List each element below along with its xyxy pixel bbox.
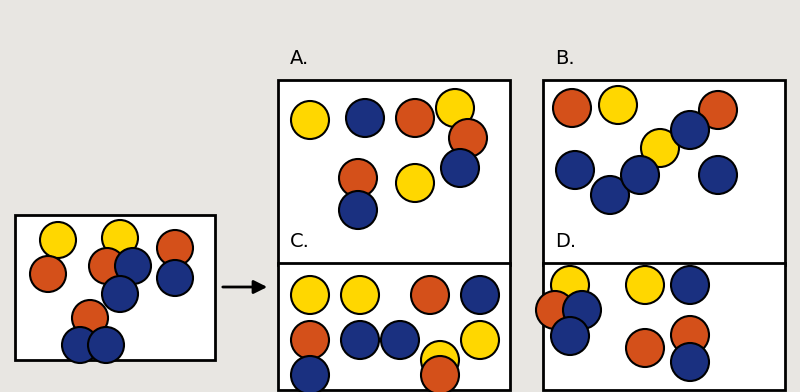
- Circle shape: [436, 89, 474, 127]
- Circle shape: [461, 321, 499, 359]
- Circle shape: [341, 321, 379, 359]
- Circle shape: [551, 266, 589, 304]
- Circle shape: [551, 317, 589, 355]
- Circle shape: [102, 276, 138, 312]
- Bar: [543, 80, 785, 265]
- Circle shape: [157, 230, 193, 266]
- Circle shape: [421, 341, 459, 379]
- Circle shape: [341, 276, 379, 314]
- Circle shape: [699, 91, 737, 129]
- Circle shape: [626, 329, 664, 367]
- Circle shape: [396, 99, 434, 137]
- Circle shape: [671, 266, 709, 304]
- Circle shape: [115, 248, 151, 284]
- Circle shape: [699, 156, 737, 194]
- Circle shape: [641, 129, 679, 167]
- Circle shape: [671, 316, 709, 354]
- Circle shape: [339, 191, 377, 229]
- Circle shape: [40, 222, 76, 258]
- Circle shape: [441, 149, 479, 187]
- Circle shape: [30, 256, 66, 292]
- Circle shape: [626, 266, 664, 304]
- Circle shape: [449, 119, 487, 157]
- Circle shape: [157, 260, 193, 296]
- Circle shape: [671, 111, 709, 149]
- Circle shape: [102, 220, 138, 256]
- Circle shape: [72, 300, 108, 336]
- Bar: [543, 263, 785, 390]
- Circle shape: [291, 101, 329, 139]
- Circle shape: [621, 156, 659, 194]
- Bar: [278, 80, 510, 265]
- Text: C.: C.: [290, 232, 310, 251]
- Circle shape: [591, 176, 629, 214]
- Circle shape: [671, 343, 709, 381]
- Circle shape: [421, 356, 459, 392]
- Text: B.: B.: [555, 49, 574, 68]
- Circle shape: [62, 327, 98, 363]
- Circle shape: [291, 321, 329, 359]
- Circle shape: [89, 248, 125, 284]
- Circle shape: [599, 86, 637, 124]
- Text: D.: D.: [555, 232, 576, 251]
- Circle shape: [339, 159, 377, 197]
- Bar: [15, 215, 215, 360]
- Circle shape: [411, 276, 449, 314]
- Circle shape: [88, 327, 124, 363]
- Circle shape: [461, 276, 499, 314]
- Circle shape: [381, 321, 419, 359]
- Circle shape: [536, 291, 574, 329]
- Circle shape: [291, 356, 329, 392]
- Circle shape: [556, 151, 594, 189]
- Circle shape: [291, 276, 329, 314]
- Circle shape: [346, 99, 384, 137]
- Text: A.: A.: [290, 49, 310, 68]
- Circle shape: [553, 89, 591, 127]
- Bar: [278, 263, 510, 390]
- Circle shape: [396, 164, 434, 202]
- Circle shape: [563, 291, 601, 329]
